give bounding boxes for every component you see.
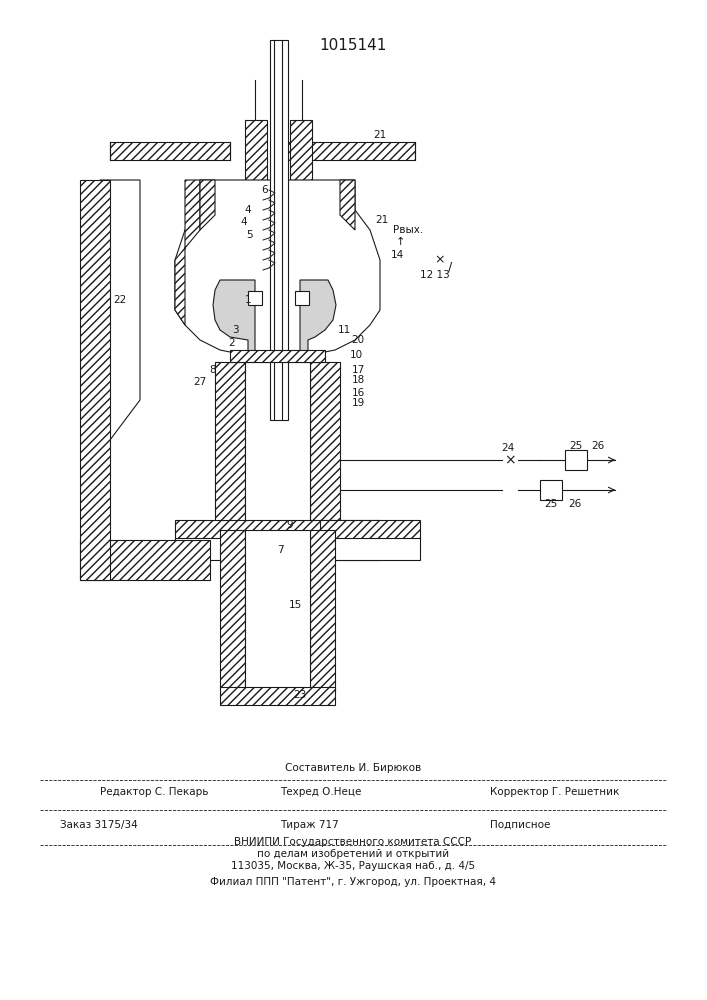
Bar (220, 530, 245, 690)
Bar (320, 538, 420, 560)
Text: 9: 9 (286, 520, 293, 530)
Text: Редактор С. Пекарь: Редактор С. Пекарь (100, 787, 209, 797)
Text: 10: 10 (349, 350, 363, 360)
Text: 18: 18 (351, 375, 365, 385)
Text: 11: 11 (337, 325, 351, 335)
Bar (248, 291, 262, 305)
Text: 27: 27 (194, 377, 206, 387)
Polygon shape (175, 180, 200, 325)
Text: 25: 25 (569, 441, 583, 451)
Text: 26: 26 (591, 441, 604, 451)
Text: ↑: ↑ (395, 237, 404, 247)
Text: Техред О.Неце: Техред О.Неце (280, 787, 361, 797)
Text: 1015141: 1015141 (320, 37, 387, 52)
Text: 1: 1 (245, 295, 251, 305)
Bar (175, 520, 380, 540)
Bar (295, 291, 309, 305)
Polygon shape (213, 280, 255, 357)
Text: 7: 7 (276, 545, 284, 555)
Text: Тираж 717: Тираж 717 (280, 820, 339, 830)
Polygon shape (200, 180, 215, 230)
Text: 4: 4 (245, 205, 251, 215)
Bar (310, 530, 335, 690)
Text: 24: 24 (501, 443, 515, 453)
Text: ВНИИПИ Государственного комитета СССР: ВНИИПИ Государственного комитета СССР (235, 837, 472, 847)
Text: Составитель И. Бирюков: Составитель И. Бирюков (285, 763, 421, 773)
Text: по делам изобретений и открытий: по делам изобретений и открытий (257, 849, 449, 859)
Text: 22: 22 (113, 295, 127, 305)
Text: 25: 25 (544, 499, 558, 509)
Bar (110, 142, 230, 160)
Bar (245, 120, 267, 180)
Text: 26: 26 (568, 499, 582, 509)
Text: 8: 8 (210, 365, 216, 375)
Text: Подписное: Подписное (490, 820, 550, 830)
Text: 6: 6 (262, 185, 269, 195)
Bar (230, 350, 325, 362)
Bar (245, 530, 310, 690)
Text: 113035, Москва, Ж-35, Раушская наб., д. 4/5: 113035, Москва, Ж-35, Раушская наб., д. … (231, 861, 475, 871)
Text: Рвых.: Рвых. (393, 225, 423, 235)
Text: 21: 21 (375, 215, 389, 225)
Text: 4: 4 (240, 217, 247, 227)
Polygon shape (310, 362, 340, 530)
Bar (540, 480, 562, 500)
Bar (175, 538, 380, 560)
Bar (320, 520, 420, 540)
Polygon shape (215, 362, 245, 530)
Bar (270, 40, 288, 420)
Text: Корректор Г. Решетник: Корректор Г. Решетник (490, 787, 619, 797)
Text: /: / (448, 260, 452, 273)
Polygon shape (100, 180, 140, 440)
Polygon shape (300, 280, 336, 357)
Text: 15: 15 (288, 600, 302, 610)
Text: 17: 17 (351, 365, 365, 375)
Polygon shape (340, 180, 355, 230)
Polygon shape (175, 180, 380, 357)
Text: 16: 16 (351, 388, 365, 398)
Text: 3: 3 (232, 325, 238, 335)
Text: 2: 2 (228, 338, 235, 348)
Bar (245, 362, 310, 530)
Bar (80, 180, 110, 580)
Text: ×: × (504, 453, 516, 467)
Bar (220, 687, 335, 705)
Bar (80, 540, 210, 580)
Bar (565, 450, 587, 470)
Text: Филиал ППП "Патент", г. Ужгород, ул. Проектная, 4: Филиал ППП "Патент", г. Ужгород, ул. Про… (210, 877, 496, 887)
Bar (285, 142, 415, 160)
Text: 19: 19 (351, 398, 365, 408)
Text: ×: × (435, 253, 445, 266)
Text: 14: 14 (390, 250, 404, 260)
Text: 23: 23 (293, 690, 307, 700)
Text: 12 13: 12 13 (420, 270, 450, 280)
Text: Заказ 3175/34: Заказ 3175/34 (60, 820, 138, 830)
Bar (290, 120, 312, 180)
Text: 20: 20 (351, 335, 365, 345)
Text: 21: 21 (373, 130, 387, 140)
Text: 5: 5 (247, 230, 253, 240)
